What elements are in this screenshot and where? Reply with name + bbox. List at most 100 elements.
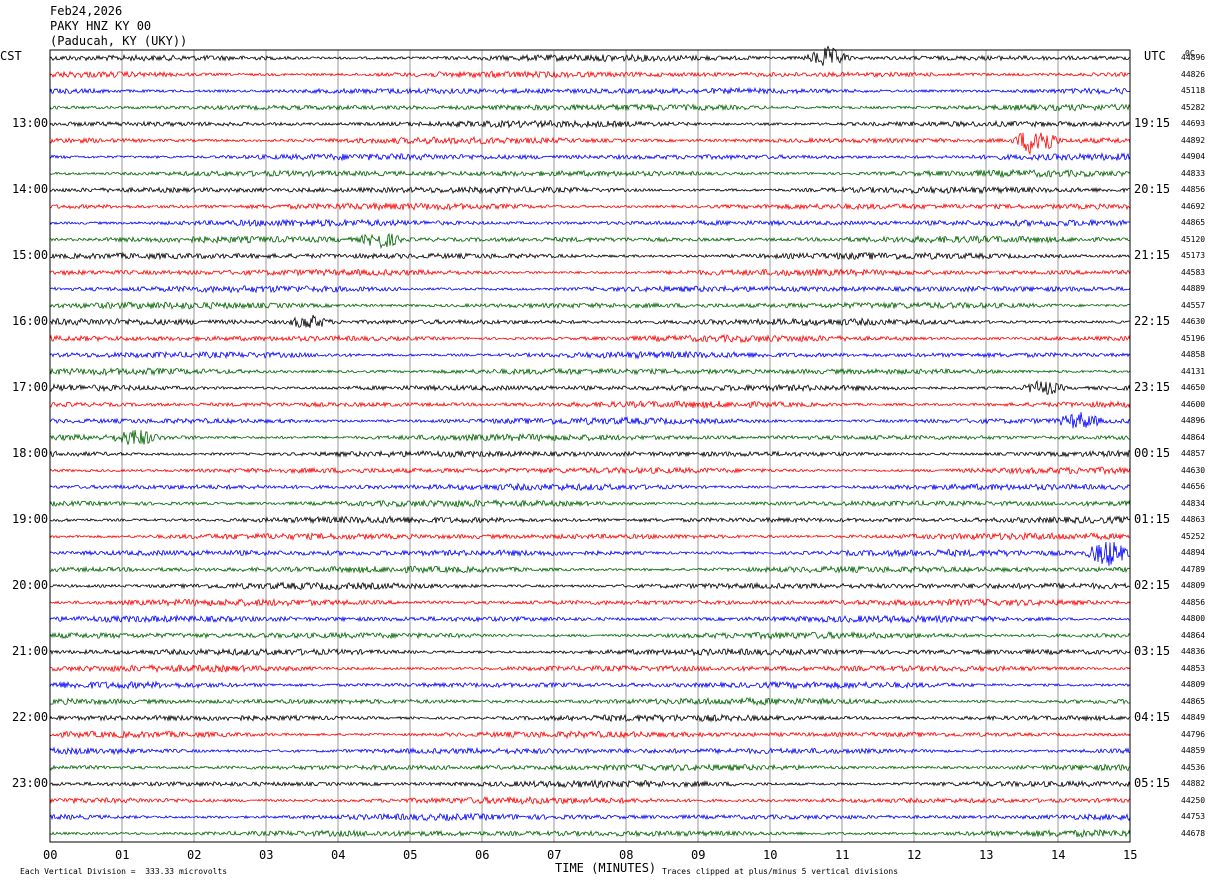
trace-value-label: 44692 xyxy=(1181,201,1206,211)
trace-value-label: 44557 xyxy=(1181,300,1206,310)
trace-value-label: 45282 xyxy=(1181,102,1206,112)
x-tick-label: 05 xyxy=(403,848,418,862)
left-hour-label: 17:00 xyxy=(12,380,49,394)
trace-line xyxy=(49,103,1131,112)
trace-line xyxy=(49,746,1131,756)
trace-line xyxy=(49,541,1131,566)
trace-value-label: 44809 xyxy=(1181,581,1206,590)
trace-value-label: 45173 xyxy=(1181,251,1206,260)
trace-line xyxy=(49,86,1131,95)
trace-line xyxy=(49,350,1131,360)
trace-line xyxy=(49,152,1131,162)
right-hour-label: 20:15 xyxy=(1134,182,1171,196)
trace-line xyxy=(49,45,1131,66)
trace-value-label: 44892 xyxy=(1181,135,1206,145)
trace-line xyxy=(49,581,1131,591)
x-tick-label: 11 xyxy=(835,848,850,862)
trace-value-label: 44865 xyxy=(1181,218,1206,227)
trace-value-label: 44656 xyxy=(1181,482,1206,491)
left-hour-label: 14:00 xyxy=(12,182,49,196)
trace-value-label: 44859 xyxy=(1181,746,1206,755)
x-tick-label: 14 xyxy=(1051,848,1066,862)
trace-value-label: 44849 xyxy=(1181,713,1206,722)
header-date: Feb24,2026 xyxy=(50,4,123,18)
trace-line xyxy=(49,201,1131,212)
x-tick-label: 07 xyxy=(547,848,562,862)
trace-value-label: 44856 xyxy=(1181,597,1206,607)
x-tick-label: 06 xyxy=(475,848,490,862)
trace-value-label: 44834 xyxy=(1181,498,1206,508)
x-tick-label: 00 xyxy=(43,848,58,862)
trace-line xyxy=(49,680,1131,690)
right-hour-label: 19:15 xyxy=(1134,116,1171,130)
trace-line xyxy=(49,70,1131,79)
trace-value-label: 45196 xyxy=(1181,333,1206,343)
x-tick-label: 08 xyxy=(619,848,634,862)
right-hour-label: 04:15 xyxy=(1134,710,1171,724)
trace-value-label: 44131 xyxy=(1181,366,1206,376)
trace-line xyxy=(49,449,1131,459)
trace-line xyxy=(49,268,1131,278)
trace-value-label: 44800 xyxy=(1181,614,1206,623)
plot-frame xyxy=(49,49,1131,843)
trace-line xyxy=(49,730,1131,740)
right-hour-label: 05:15 xyxy=(1134,776,1171,790)
trace-line xyxy=(49,314,1131,328)
trace-value-label: 44864 xyxy=(1181,432,1206,442)
trace-line xyxy=(49,647,1131,657)
trace-value-label: 45120 xyxy=(1181,234,1206,244)
trace-value-label: 44858 xyxy=(1181,350,1206,359)
trace-value-label: 44650 xyxy=(1181,383,1206,392)
x-tick-label: 12 xyxy=(907,848,922,862)
trace-line xyxy=(49,367,1131,377)
trace-line xyxy=(49,795,1131,805)
header-location: (Paducah, KY (UKY)) xyxy=(50,34,188,48)
left-hour-label: 16:00 xyxy=(12,314,49,328)
right-hour-label: 21:15 xyxy=(1134,248,1171,262)
trace-value-label: 44678 xyxy=(1181,828,1206,838)
trace-value-label: 44904 xyxy=(1181,152,1206,161)
trace-value-label: 44753 xyxy=(1181,812,1206,821)
trace-value-label: 44796 xyxy=(1181,729,1206,739)
trace-value-label: 44250 xyxy=(1181,795,1206,805)
trace-line xyxy=(49,132,1131,156)
header-station: PAKY HNZ KY 00 xyxy=(50,19,152,33)
x-tick-label: 13 xyxy=(979,848,994,862)
trace-line xyxy=(49,119,1131,129)
trace-value-label: 44833 xyxy=(1181,168,1206,178)
trace-line xyxy=(49,696,1131,707)
trace-value-label: 44853 xyxy=(1181,663,1206,673)
x-tick-label: 02 xyxy=(187,848,202,862)
clip-note: Traces clipped at plus/minus 5 vertical … xyxy=(662,867,899,876)
trace-value-label: 44864 xyxy=(1181,630,1206,640)
trace-line xyxy=(49,614,1131,624)
trace-value-label: 44882 xyxy=(1181,779,1206,788)
trace-line xyxy=(49,333,1131,344)
right-hour-label: 22:15 xyxy=(1134,314,1171,328)
left-hour-label: 13:00 xyxy=(12,116,49,130)
trace-value-label: 44856 xyxy=(1181,185,1206,194)
trace-line xyxy=(49,218,1131,228)
trace-value-label: 45252 xyxy=(1181,531,1206,541)
trace-line xyxy=(49,812,1131,822)
right-hour-label: 01:15 xyxy=(1134,512,1171,526)
trace-value-label: 44693 xyxy=(1181,119,1206,128)
trace-line xyxy=(49,763,1131,772)
left-hour-label: 18:00 xyxy=(12,446,49,460)
x-tick-label: 01 xyxy=(115,848,130,862)
x-tick-label: 10 xyxy=(763,848,778,862)
trace-line xyxy=(49,531,1131,541)
trace-value-label: 44630 xyxy=(1181,465,1206,475)
trace-value-label: 44889 xyxy=(1181,284,1206,293)
trace-value-label: 44863 xyxy=(1181,515,1206,524)
x-tick-label: 15 xyxy=(1123,848,1138,862)
trace-line xyxy=(49,412,1131,429)
left-hour-label: 23:00 xyxy=(12,776,49,790)
trace-line xyxy=(49,713,1131,723)
trace-value-label: 44836 xyxy=(1181,647,1206,656)
scale-note: Each Vertical Division = 333.33 microvol… xyxy=(20,867,228,876)
trace-value-label: 44894 xyxy=(1181,548,1206,557)
trace-value-label: 44857 xyxy=(1181,449,1206,458)
trace-value-label: 44865 xyxy=(1181,696,1206,706)
trace-line xyxy=(49,233,1131,250)
